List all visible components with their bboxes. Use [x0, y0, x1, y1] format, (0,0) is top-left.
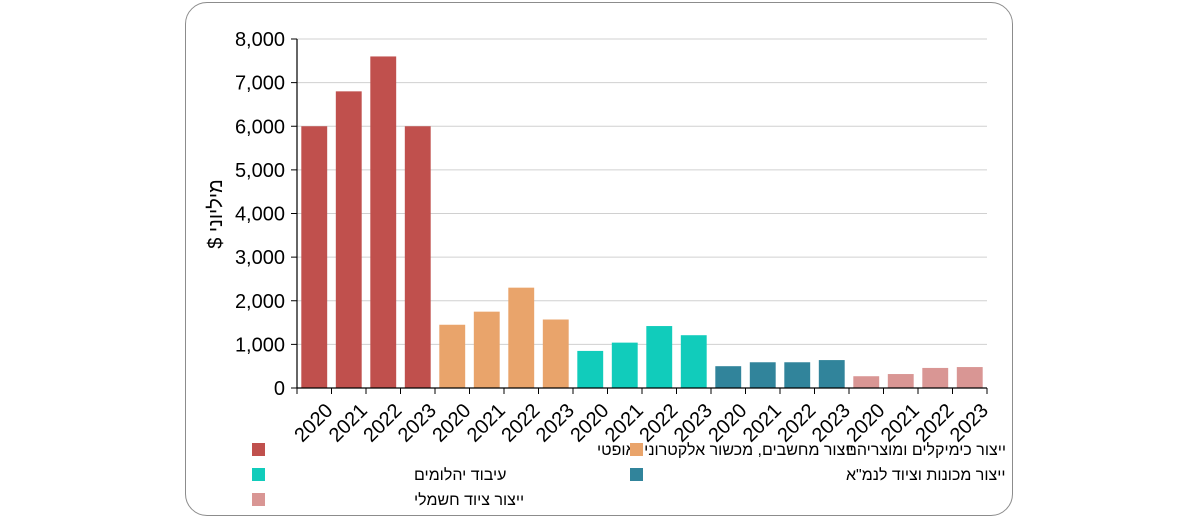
- x-tick-label: 2022: [911, 400, 958, 447]
- bar: [508, 287, 535, 388]
- legend-swatch: [252, 443, 265, 456]
- x-tick-label: 2021: [877, 400, 924, 447]
- y-tick-label: 7,000: [235, 73, 285, 95]
- x-tick-label: 2021: [325, 400, 372, 447]
- x-tick-label: 2020: [704, 400, 751, 447]
- legend-label: עיבוד יהלומים: [414, 466, 506, 484]
- legend-swatch: [630, 468, 643, 481]
- bar: [473, 311, 500, 388]
- bar: [335, 91, 362, 388]
- legend-label: ייצור מחשבים, מכשור אלקטרוני ואופטי: [597, 441, 854, 459]
- x-tick-label: 2023: [394, 400, 441, 447]
- x-tick-label: 2023: [532, 400, 579, 447]
- x-tick-label: 2023: [946, 400, 993, 447]
- bars: [301, 56, 983, 388]
- x-tick-label: 2023: [670, 400, 717, 447]
- gridlines: [297, 38, 987, 345]
- x-tick-label: 2022: [773, 400, 820, 447]
- bar: [301, 126, 328, 388]
- x-tick-label: 2021: [463, 400, 510, 447]
- bar: [646, 326, 673, 388]
- bar: [715, 366, 742, 388]
- x-tick-label: 2020: [842, 400, 889, 447]
- bar: [611, 342, 638, 388]
- y-axis-ticks: 0 1,000 2,000 3,000 4,000 5,000 6,000 7,000 8,00…: [235, 29, 297, 400]
- x-axis-ticks: 2020202120222023202020212022202320202021…: [290, 388, 993, 447]
- legend-swatch: [252, 493, 265, 506]
- legend-label: ייצור מכונות וציוד לנמ"א: [846, 466, 1006, 484]
- y-tick-label: 0: [274, 378, 285, 400]
- y-tick-label: 4,000: [235, 204, 285, 226]
- y-tick-label: 6,000: [235, 116, 285, 138]
- legend: ייצור מחשבים, מכשור אלקטרוני ואופטיייצור…: [252, 441, 1006, 509]
- x-tick-label: 2021: [601, 400, 648, 447]
- x-tick-label: 2020: [566, 400, 613, 447]
- y-tick-label: 1,000: [235, 334, 285, 356]
- x-tick-label: 2022: [497, 400, 544, 447]
- bar: [577, 350, 604, 388]
- y-tick-label: 5,000: [235, 160, 285, 182]
- x-tick-label: 2020: [428, 400, 475, 447]
- bar: [887, 374, 914, 388]
- bar: [542, 319, 569, 388]
- legend-swatch: [630, 443, 643, 456]
- bar: [680, 335, 707, 388]
- x-tick-label: 2022: [635, 400, 682, 447]
- bar: [439, 324, 466, 388]
- y-axis-label: מיליוני $: [205, 179, 227, 249]
- x-tick-label: 2023: [808, 400, 855, 447]
- y-tick-label: 2,000: [235, 291, 285, 313]
- x-tick-label: 2021: [739, 400, 786, 447]
- bar: [749, 362, 776, 388]
- bar: [784, 362, 811, 388]
- bar: [404, 126, 431, 388]
- bar: [370, 56, 397, 388]
- x-tick-label: 2020: [290, 400, 337, 447]
- legend-label: ייצור ציוד חשמלי: [414, 491, 524, 509]
- x-tick-label: 2022: [359, 400, 406, 447]
- y-tick-label: 8,000: [235, 29, 285, 51]
- y-tick-label: 3,000: [235, 247, 285, 269]
- legend-swatch: [252, 468, 265, 481]
- bar: [853, 376, 880, 388]
- bar: [956, 367, 983, 388]
- bar: [922, 367, 949, 388]
- bar: [818, 360, 845, 388]
- legend-label: ייצור כימיקלים ומוצריהם: [846, 441, 1006, 459]
